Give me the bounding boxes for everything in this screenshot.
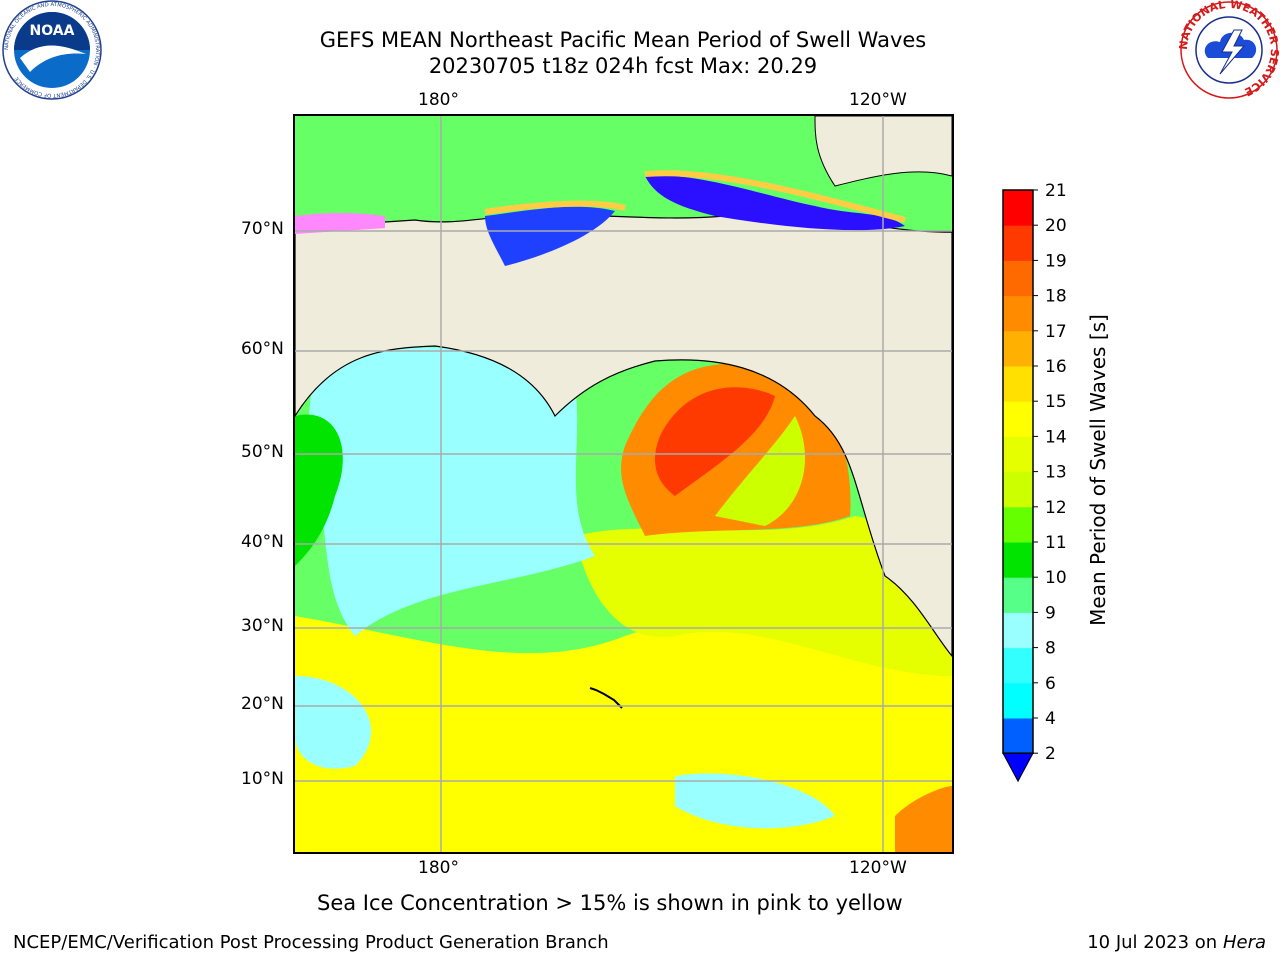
hawaii-islands (589, 687, 623, 709)
colorbar-tick-label: 17 (1045, 322, 1067, 342)
cyan-swell-region (305, 347, 595, 636)
noaa-logo-text: NOAA (30, 23, 75, 39)
colorbar-segment (1003, 647, 1033, 684)
graticule (295, 116, 952, 852)
colorbar-tick-label: 21 (1045, 181, 1067, 201)
map-canvas (295, 116, 952, 852)
colorbar-segment (1003, 682, 1033, 719)
swell-period-map (293, 114, 954, 854)
bottom-lon-label-120w: 120°W (849, 858, 907, 878)
lat-label-40n: 40°N (241, 532, 284, 552)
sea-ice-chukchi (485, 206, 615, 266)
colorbar-segment (1003, 401, 1033, 437)
red-swell-core (655, 387, 775, 496)
colorbar-tick-label: 11 (1045, 533, 1067, 553)
nws-logo: NATIONAL WEATHER SERVICE (1178, 0, 1280, 99)
colorbar-segment (1003, 330, 1033, 367)
colorbar-tick-label: 8 (1045, 639, 1056, 659)
yellow-green-swell-region (575, 516, 952, 676)
colorbar-tick-label: 9 (1045, 603, 1056, 623)
lat-label-10n: 10°N (241, 769, 284, 789)
top-lon-label-120w: 120°W (849, 90, 907, 110)
footer-date: 10 Jul 2023 on Hera (1087, 932, 1266, 953)
lat-label-60n: 60°N (241, 339, 284, 359)
colorbar-segment (1003, 612, 1033, 649)
land-mass (295, 213, 952, 657)
colorbar-segment (1003, 260, 1033, 297)
footer-org: NCEP/EMC/Verification Post Processing Pr… (13, 932, 609, 953)
sea-ice-note: Sea Ice Concentration > 15% is shown in … (317, 891, 903, 915)
chart-title: GEFS MEAN Northeast Pacific Mean Period … (0, 27, 1246, 79)
colorbar: 2 4 6 8 9 10 11 12 13 14 15 16 17 18 19 20 21 (1002, 181, 1067, 783)
colorbar-segment (1003, 506, 1033, 543)
sea-ice-west (295, 213, 385, 234)
footer-date-text: 10 Jul 2023 on (1087, 932, 1218, 953)
lat-label-20n: 20°N (241, 694, 284, 714)
colorbar-tick-label: 10 (1045, 568, 1067, 588)
cyan-swell-patch (295, 676, 372, 769)
colorbar-segment (1003, 436, 1033, 473)
lat-label-30n: 30°N (241, 616, 284, 636)
colorbar-tick-label: 2 (1045, 744, 1056, 764)
colorbar-segment (1003, 225, 1033, 261)
cyan-swell-patch-south (675, 773, 835, 829)
title-line-1: GEFS MEAN Northeast Pacific Mean Period … (319, 28, 927, 52)
sea-ice-edge (484, 170, 906, 223)
footer-machine: Hera (1222, 932, 1266, 953)
top-lon-label-180: 180° (418, 90, 459, 110)
lat-label-70n: 70°N (241, 219, 284, 239)
title-line-2: 20230705 t18z 024h fcst Max: 20.29 (428, 54, 818, 78)
bottom-lon-label-180: 180° (418, 858, 459, 878)
colorbar-segment (1003, 577, 1033, 613)
colorbar-segment (1003, 366, 1033, 402)
colorbar-segment (1003, 295, 1033, 332)
green-swell-region (295, 414, 343, 566)
sea-ice-beaufort (645, 175, 905, 231)
orange-southeast-patch (895, 786, 952, 852)
colorbar-segment (1003, 471, 1033, 508)
lat-label-50n: 50°N (241, 442, 284, 462)
colorbar-extend-arrow (1002, 752, 1034, 783)
colorbar-tick-label: 13 (1045, 463, 1067, 483)
light-green-tongue (715, 416, 805, 526)
colorbar-tick-label: 19 (1045, 251, 1067, 271)
colorbar-tick-label: 6 (1045, 674, 1056, 694)
colorbar-tick-label: 15 (1045, 392, 1067, 412)
colorbar-tick-label: 4 (1045, 709, 1056, 729)
colorbar-tick-label: 18 (1045, 287, 1067, 307)
colorbar-tick-label: 20 (1045, 216, 1067, 236)
colorbar-segment (1003, 718, 1033, 754)
colorbar-segment (1003, 190, 1033, 226)
colorbar-tick-label: 14 (1045, 427, 1067, 447)
colorbar-segment (1003, 542, 1033, 578)
noaa-logo: NOAA NATIONAL OCEANIC AND ATMOSPHERIC AD… (2, 0, 102, 100)
colorbar-label: Mean Period of Swell Waves [s] (1086, 314, 1110, 626)
colorbar-tick-label: 12 (1045, 498, 1067, 518)
colorbar-tick-label: 16 (1045, 357, 1067, 377)
